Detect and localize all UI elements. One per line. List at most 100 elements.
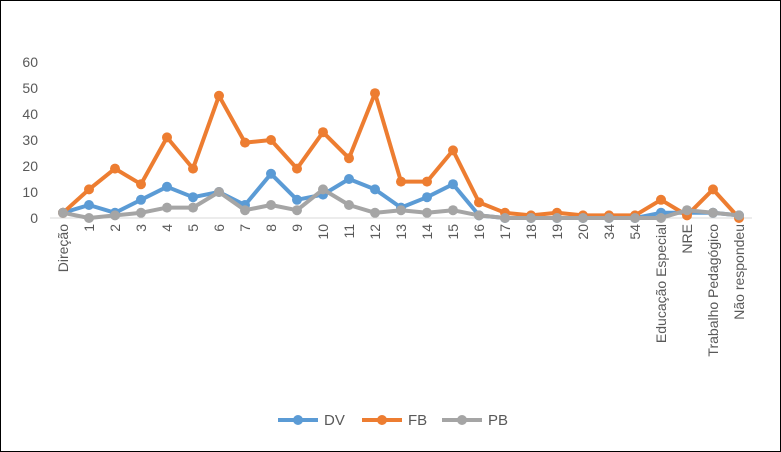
data-point xyxy=(370,88,380,99)
data-point xyxy=(370,207,380,218)
x-tick-label: 2 xyxy=(107,224,123,232)
x-axis: Direção 1 2 3 4 5 6 7 8 9 10 11 12 13 14 15 16 17 18 19 20 34… xyxy=(50,217,752,357)
data-point xyxy=(292,205,302,216)
data-point xyxy=(396,205,406,216)
data-point xyxy=(266,135,276,145)
x-tick-label: 7 xyxy=(237,224,253,232)
data-point xyxy=(448,179,458,190)
x-tick-label: 12 xyxy=(367,224,383,240)
legend-item: DV xyxy=(278,412,345,429)
x-tick-label: 20 xyxy=(575,224,591,240)
data-point xyxy=(214,90,224,101)
legend: DV FB PB xyxy=(278,412,508,429)
data-point xyxy=(734,210,744,221)
legend-item: PB xyxy=(442,412,508,429)
x-tick-label: Trabalho Pedagógico xyxy=(705,224,721,357)
data-point xyxy=(318,184,328,195)
series-line xyxy=(61,91,741,220)
legend-swatch-marker xyxy=(293,415,303,425)
series-pb xyxy=(58,184,744,223)
y-tick-label: 0 xyxy=(30,210,38,226)
x-tick-label: Não respondeu xyxy=(731,224,747,320)
x-tick-label: Educação Especial xyxy=(653,224,669,343)
x-tick-label: 13 xyxy=(393,224,409,240)
data-point xyxy=(396,176,406,187)
data-point xyxy=(422,207,432,218)
data-point xyxy=(630,213,640,223)
data-point xyxy=(266,200,276,210)
data-point xyxy=(84,184,94,195)
x-tick-label: 3 xyxy=(133,224,149,232)
x-tick-label: NRE xyxy=(679,224,695,254)
data-point xyxy=(474,197,484,208)
data-point xyxy=(500,213,510,223)
x-tick-label: 8 xyxy=(263,224,279,232)
x-tick-label: Direção xyxy=(55,224,71,272)
x-tick-label: 10 xyxy=(315,224,331,240)
plot-area xyxy=(58,88,744,223)
x-tick-label: 18 xyxy=(523,224,539,240)
data-point xyxy=(188,163,198,174)
data-point xyxy=(110,163,120,174)
x-tick-label: 1 xyxy=(81,224,97,232)
data-point xyxy=(162,202,172,213)
data-point xyxy=(188,192,198,203)
x-tick-label: 54 xyxy=(627,224,643,240)
data-point xyxy=(58,207,68,218)
data-point xyxy=(708,184,718,195)
data-point xyxy=(344,174,354,184)
data-point xyxy=(266,168,276,179)
data-point xyxy=(422,192,432,203)
data-point xyxy=(526,213,536,223)
legend-label: FB xyxy=(408,412,427,429)
x-tick-label: 9 xyxy=(289,224,305,232)
y-tick-label: 50 xyxy=(22,80,38,96)
x-tick-label: 5 xyxy=(185,224,201,232)
legend-label: DV xyxy=(324,412,345,429)
legend-item: FB xyxy=(362,412,427,429)
data-point xyxy=(552,213,562,223)
x-tick-label: 16 xyxy=(471,224,487,240)
x-tick-label: 17 xyxy=(497,224,513,240)
data-point xyxy=(84,213,94,223)
y-tick-label: 40 xyxy=(22,106,38,122)
data-point xyxy=(422,176,432,187)
data-point xyxy=(448,145,458,156)
data-point xyxy=(682,205,692,216)
data-point xyxy=(292,163,302,174)
y-tick-label: 20 xyxy=(22,158,38,174)
data-point xyxy=(162,181,172,192)
legend-swatch-marker xyxy=(377,415,387,425)
data-point xyxy=(344,153,354,164)
data-point xyxy=(604,213,614,223)
data-point xyxy=(240,137,250,148)
data-point xyxy=(110,210,120,221)
data-point xyxy=(708,207,718,218)
data-point xyxy=(370,184,380,195)
y-tick-label: 10 xyxy=(22,184,38,200)
data-point xyxy=(240,205,250,216)
x-tick-label: 14 xyxy=(419,224,435,240)
legend-label: PB xyxy=(488,412,508,429)
legend-swatch-marker xyxy=(457,415,467,425)
data-point xyxy=(656,213,666,223)
x-tick-label: 6 xyxy=(211,224,227,232)
data-point xyxy=(84,200,94,210)
y-axis: 0 10 20 30 40 50 60 xyxy=(22,54,38,226)
x-tick-label: 15 xyxy=(445,224,461,240)
data-point xyxy=(578,213,588,223)
x-tick-label: 34 xyxy=(601,224,617,240)
data-point xyxy=(448,205,458,216)
data-point xyxy=(136,179,146,190)
data-point xyxy=(188,202,198,213)
x-tick-label: 11 xyxy=(341,224,357,239)
data-point xyxy=(318,127,328,138)
data-point xyxy=(344,200,354,210)
data-point xyxy=(136,207,146,218)
y-tick-label: 60 xyxy=(22,54,38,70)
data-point xyxy=(474,210,484,221)
data-point xyxy=(136,194,146,205)
data-point xyxy=(162,132,172,143)
